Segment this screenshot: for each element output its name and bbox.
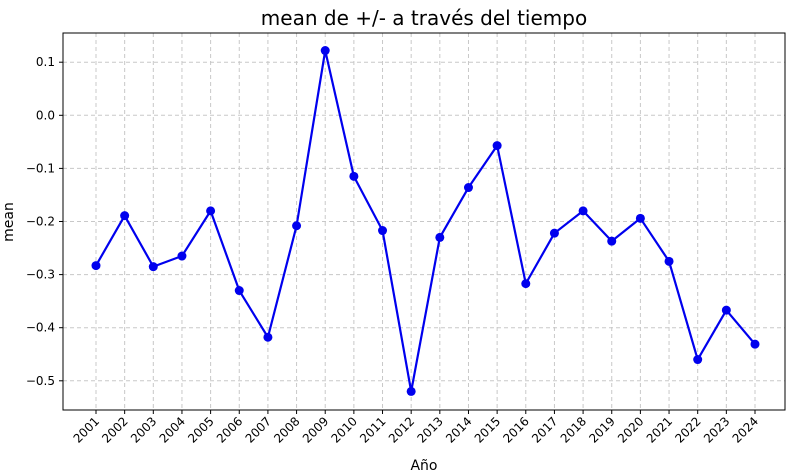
data-point: [492, 141, 502, 151]
x-tick-label: 2004: [157, 414, 188, 445]
x-tick-label: 2003: [128, 414, 159, 445]
data-point: [721, 305, 731, 315]
x-tick-label: 2001: [71, 414, 102, 445]
x-tick-label: 2006: [214, 414, 245, 445]
x-tick-label: 2021: [644, 414, 675, 445]
x-tick-label: 2023: [701, 414, 732, 445]
x-tick-label: 2007: [243, 414, 274, 445]
data-point: [435, 232, 445, 242]
data-point: [635, 213, 645, 223]
x-axis: 2001200220032004200520062007200820092010…: [71, 410, 761, 446]
data-point: [750, 339, 760, 349]
data-point: [607, 236, 617, 246]
data-point: [693, 355, 703, 365]
y-tick-label: 0.0: [36, 108, 55, 122]
data-point: [91, 261, 101, 271]
series-line: [95, 49, 756, 393]
x-tick-label: 2013: [414, 414, 445, 445]
x-tick-label: 2020: [615, 414, 646, 445]
y-tick-label: −0.2: [26, 215, 55, 229]
data-point: [664, 256, 674, 266]
y-tick-label: 0.1: [36, 55, 55, 69]
series-layer: [91, 46, 760, 396]
x-tick-label: 2005: [185, 414, 216, 445]
x-tick-label: 2018: [558, 414, 589, 445]
data-point: [234, 286, 244, 296]
data-point: [177, 251, 187, 261]
data-point: [120, 211, 130, 221]
data-point: [549, 228, 559, 238]
y-tick-label: −0.3: [26, 268, 55, 282]
x-tick-label: 2022: [672, 414, 703, 445]
y-tick-label: −0.5: [26, 374, 55, 388]
data-point: [148, 262, 158, 272]
data-point: [378, 226, 388, 236]
x-tick-label: 2014: [443, 414, 474, 445]
x-axis-title: Año: [410, 458, 437, 473]
grid: [63, 33, 785, 410]
data-point: [320, 46, 330, 56]
x-tick-label: 2015: [472, 414, 503, 445]
x-tick-label: 2009: [300, 414, 331, 445]
x-tick-label: 2010: [328, 414, 359, 445]
x-tick-label: 2012: [386, 414, 417, 445]
data-point: [406, 386, 416, 396]
x-tick-label: 2008: [271, 414, 302, 445]
data-point: [263, 332, 273, 342]
data-point: [206, 206, 216, 216]
x-tick-label: 2017: [529, 414, 560, 445]
data-point: [463, 183, 473, 193]
data-point: [521, 279, 531, 289]
x-tick-label: 2019: [586, 414, 617, 445]
x-tick-label: 2016: [500, 414, 531, 445]
x-tick-label: 2024: [730, 414, 761, 445]
y-axis-title: mean: [1, 202, 17, 242]
x-tick-label: 2002: [99, 414, 130, 445]
data-point: [578, 206, 588, 216]
x-tick-label: 2011: [357, 414, 388, 445]
y-axis: 0.1 0.0 −0.1 −0.2 −0.3 −0.4 −0.5: [26, 55, 63, 388]
y-tick-label: −0.1: [26, 161, 55, 175]
data-point: [349, 171, 359, 181]
data-point: [292, 221, 302, 231]
chart-title: mean de +/- a través del tiempo: [261, 6, 587, 30]
y-tick-label: −0.4: [26, 321, 55, 335]
